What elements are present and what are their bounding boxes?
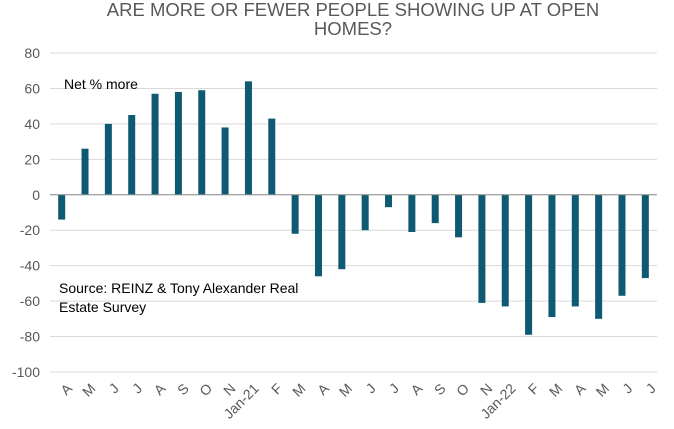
y-tick-label: 0: [32, 187, 40, 203]
bar-24: [595, 194, 603, 319]
bar-21: [525, 194, 533, 335]
y-tick-label: 40: [24, 116, 40, 132]
y-tick-label: -100: [12, 364, 40, 380]
bar-19: [478, 194, 486, 303]
chart-title-line-1: ARE MORE OR FEWER PEOPLE SHOWING UP AT O…: [106, 0, 600, 20]
y-tick-label: 80: [24, 45, 40, 61]
bar-7: [198, 90, 206, 195]
bar-5: [151, 93, 159, 195]
series-label: Net % more: [64, 76, 138, 92]
bars: [58, 81, 649, 335]
y-axis-ticks: -100 -80 -60 -40 -20 0 20 40 60 80: [12, 45, 40, 380]
bar-8: [221, 127, 229, 195]
y-tick-label: 60: [24, 80, 40, 96]
bar-2: [81, 148, 89, 195]
x-tick-label: M: [336, 380, 356, 400]
gridlines: [50, 52, 657, 373]
x-tick-label: J: [106, 380, 122, 396]
y-tick-label: -20: [20, 222, 40, 238]
x-tick-label: J: [386, 380, 402, 396]
x-tick-label: J: [643, 380, 659, 396]
x-tick-label: F: [525, 380, 542, 397]
bar-16: [408, 194, 416, 232]
x-tick-label: S: [431, 380, 449, 398]
bar-15: [385, 194, 393, 208]
x-tick-label: A: [314, 380, 332, 398]
bar-6: [174, 91, 182, 195]
bar-26: [641, 194, 649, 279]
y-tick-label: 20: [24, 151, 40, 167]
bar-17: [431, 194, 439, 224]
bar-11: [291, 194, 299, 234]
bar-3: [104, 123, 112, 195]
chart-title: ARE MORE OR FEWER PEOPLE SHOWING UP AT O…: [48, 0, 658, 38]
x-tick-label: J: [362, 380, 378, 396]
bar-1: [58, 194, 66, 220]
x-tick-label: J: [129, 380, 145, 396]
x-tick-label: A: [407, 380, 425, 398]
bar-4: [128, 115, 136, 195]
x-tick-label: M: [79, 380, 99, 400]
bar-12: [314, 194, 322, 277]
x-tick-label: O: [196, 380, 215, 399]
source-line-2: Estate Survey: [59, 299, 146, 315]
bar-23: [571, 194, 579, 307]
y-tick-label: -80: [20, 329, 40, 345]
bar-13: [338, 194, 346, 270]
x-tick-label: J: [619, 380, 635, 396]
bar-18: [455, 194, 463, 238]
bar-25: [618, 194, 626, 296]
bar-22: [548, 194, 556, 318]
x-tick-label: M: [546, 380, 566, 400]
y-tick-label: -60: [20, 293, 40, 309]
bar-9: [244, 81, 252, 195]
x-tick-label: A: [571, 380, 589, 398]
source-line-1: Source: REINZ & Tony Alexander Real: [59, 280, 298, 296]
x-tick-label: A: [151, 380, 169, 398]
x-tick-label: S: [174, 380, 192, 398]
bar-20: [501, 194, 509, 307]
x-tick-label: O: [453, 380, 472, 399]
x-tick-label: A: [57, 380, 75, 398]
bar-10: [268, 118, 276, 195]
bar-14: [361, 194, 369, 231]
y-tick-label: -40: [20, 258, 40, 274]
chart-title-line-2: HOMES?: [313, 18, 393, 39]
x-tick-label: M: [289, 380, 309, 400]
x-tick-label: M: [593, 380, 613, 400]
x-tick-label: F: [268, 380, 285, 397]
